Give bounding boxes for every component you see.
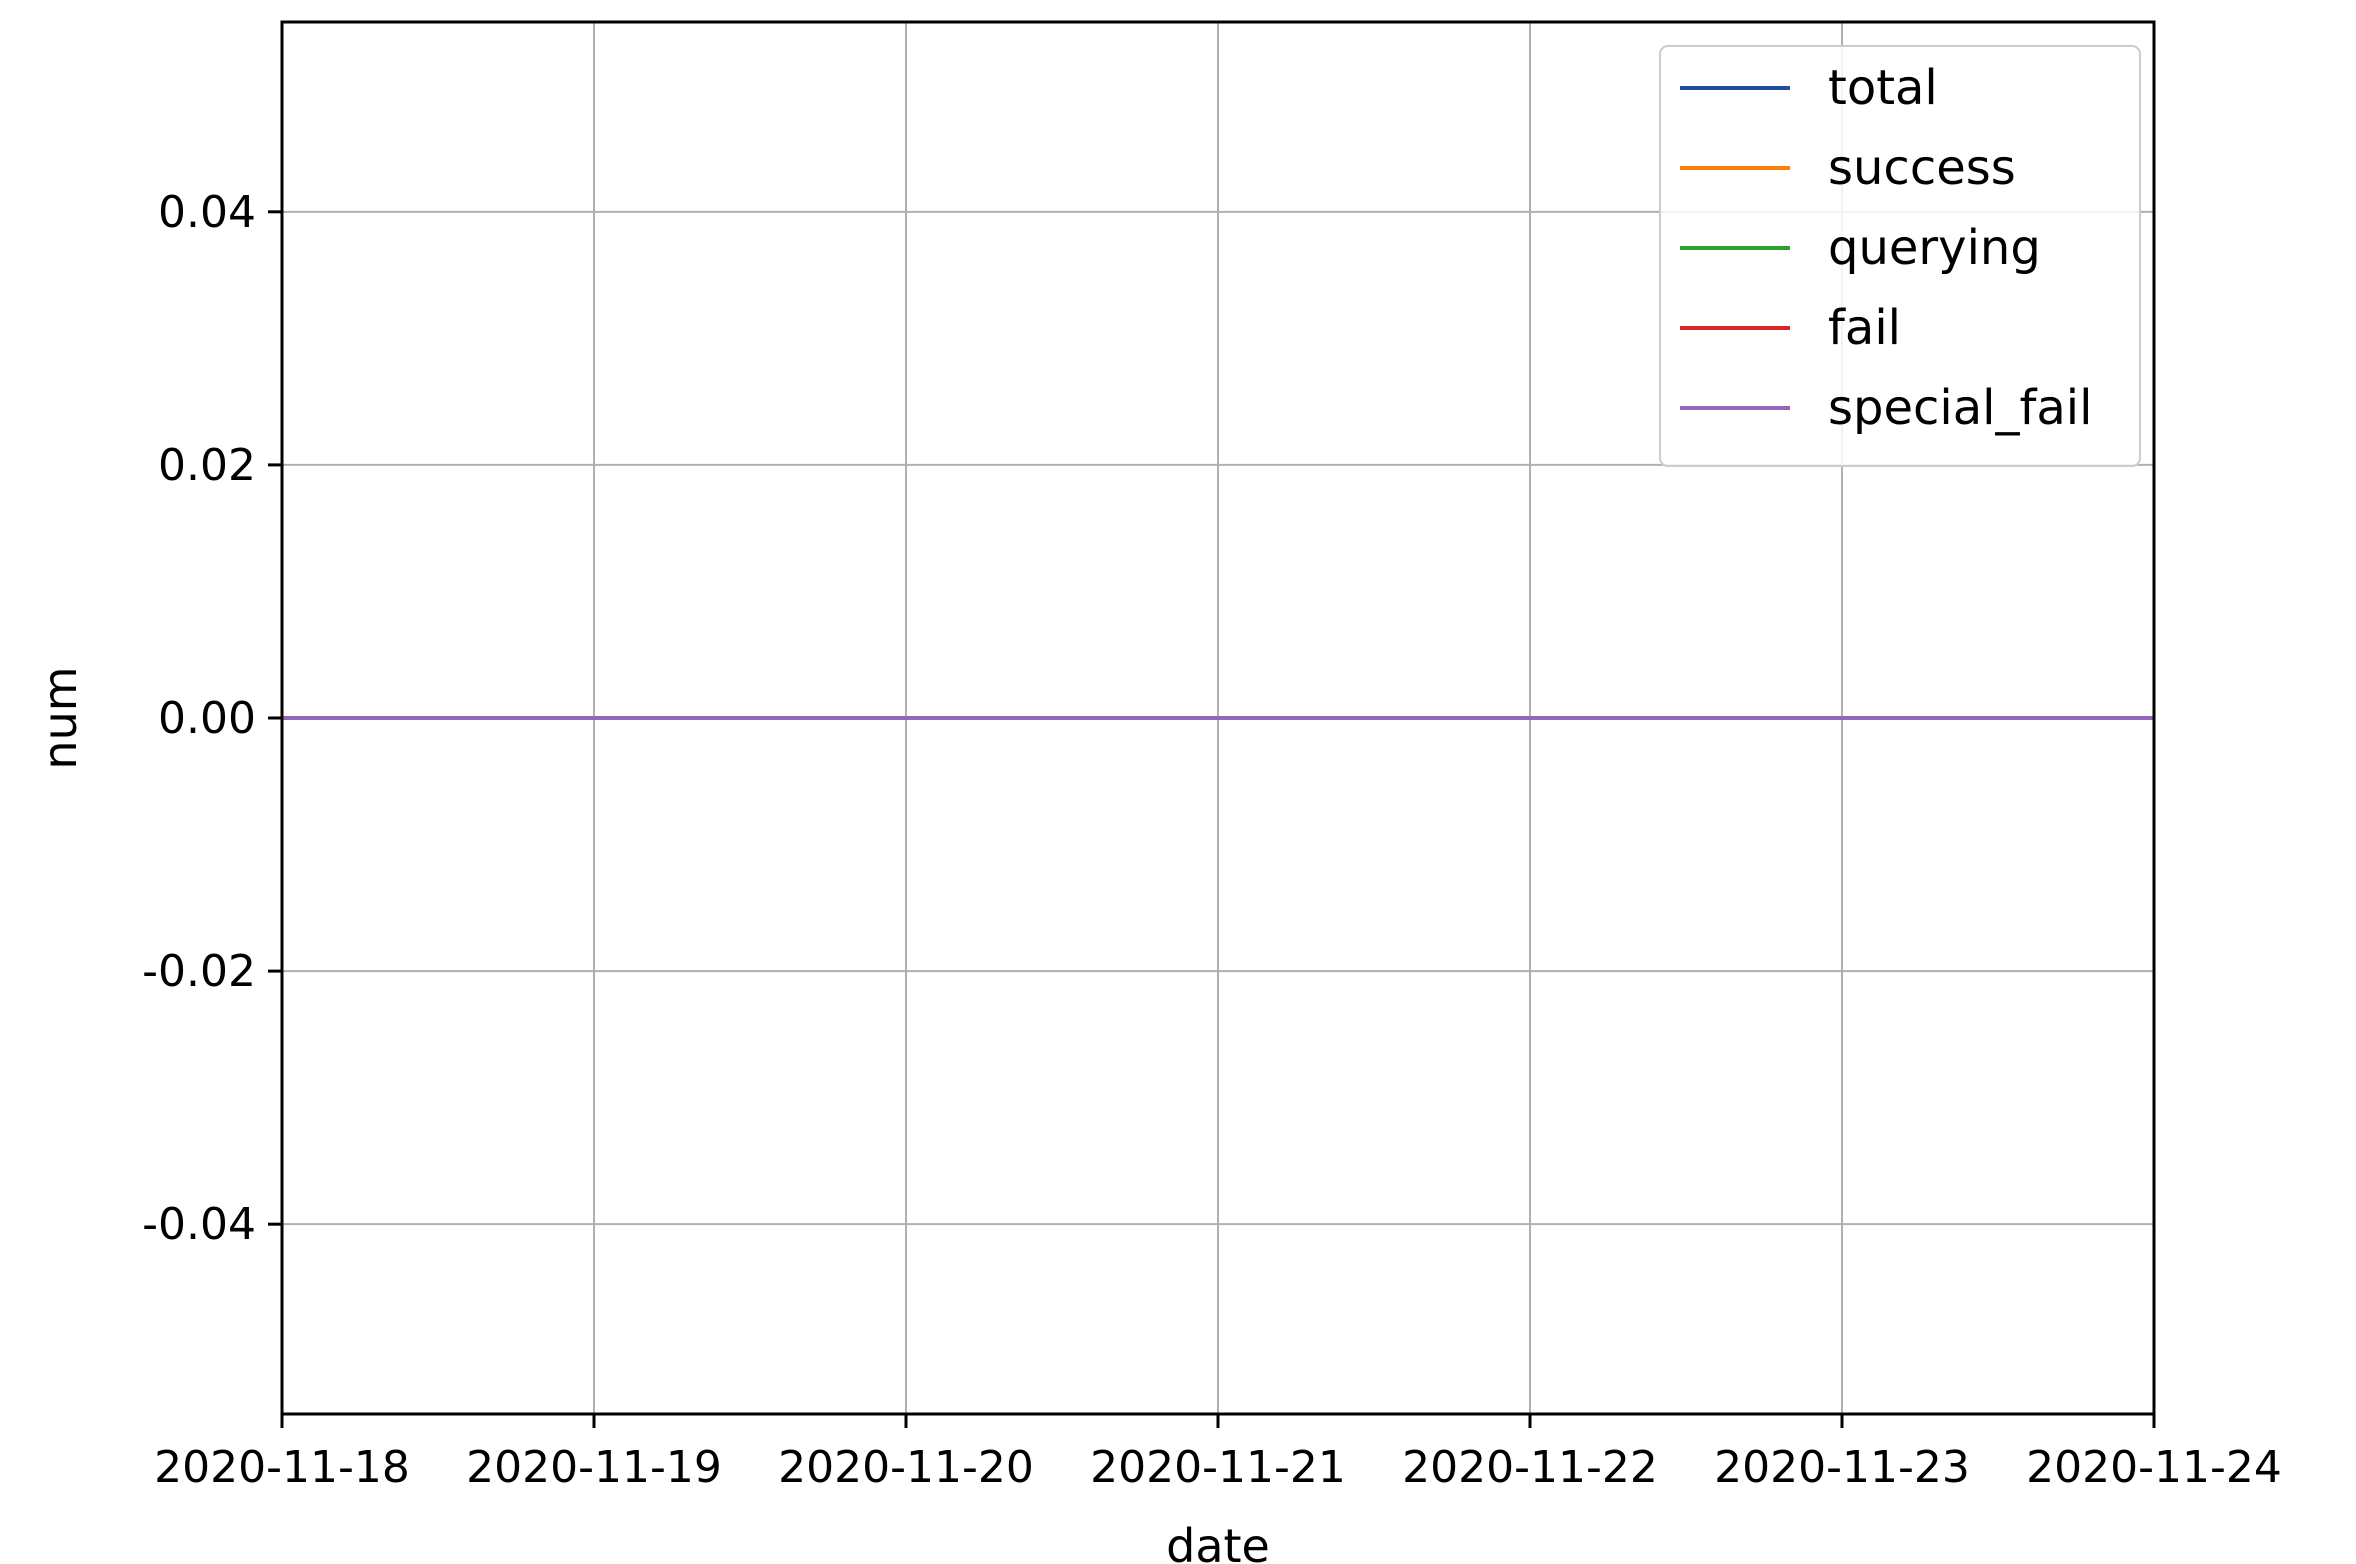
legend-label-fail: fail [1828,300,1901,356]
x-tick-label-4: 2020-11-22 [1402,1442,1658,1493]
x-tick-label-0: 2020-11-18 [154,1442,410,1493]
legend-label-querying: querying [1828,220,2041,276]
legend-box [1659,45,2141,467]
legend-label-success: success [1828,140,2016,196]
y-axis-ticks: 0.04 0.02 0.00 -0.02 -0.04 [142,187,282,1250]
x-tick-label-1: 2020-11-19 [466,1442,722,1493]
x-axis-label: date [1166,1519,1270,1564]
y-tick-label-0: 0.04 [158,187,256,238]
x-tick-label-3: 2020-11-21 [1090,1442,1346,1493]
x-tick-label-2: 2020-11-20 [778,1442,1034,1493]
x-axis-ticks: 2020-11-18 2020-11-19 2020-11-20 2020-11-21… [154,1414,2282,1493]
legend-label-special_fail: special_fail [1828,380,2092,436]
y-tick-label-4: -0.04 [142,1199,256,1250]
y-axis-label: num [33,666,87,769]
y-tick-label-3: -0.02 [142,946,256,997]
legend-label-total: total [1828,60,1938,116]
legend: total success querying fail special_fail [1659,45,2141,467]
x-tick-label-5: 2020-11-23 [1714,1442,1970,1493]
y-tick-label-1: 0.02 [158,440,256,491]
x-tick-label-6: 2020-11-24 [2026,1442,2282,1493]
y-tick-label-2: 0.00 [158,693,256,744]
